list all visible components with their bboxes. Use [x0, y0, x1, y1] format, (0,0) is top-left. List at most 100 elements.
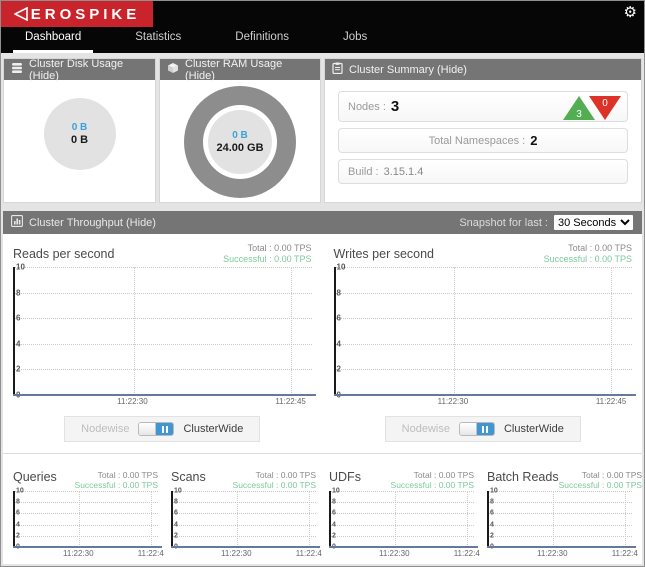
summary-panel-body: Nodes : 3 3 0 Total Namespaces : 2 Build…	[325, 80, 641, 202]
x-axis-labels: 11:22:30 11:22:4	[487, 547, 638, 559]
settings-gear-icon[interactable]: ⚙	[623, 4, 637, 21]
v-gridline	[79, 491, 81, 547]
v-gridline	[611, 267, 613, 395]
clusterwide-label[interactable]: ClusterWide	[503, 423, 564, 435]
x-tick-label: 11:22:4	[295, 549, 322, 558]
x-axis-labels: 11:22:30 11:22:45	[334, 395, 633, 407]
total-tps: Total : 0.00 TPS	[97, 470, 158, 480]
v-gridline	[395, 491, 397, 547]
ram-usage-donut: 0 B 24.00 GB	[184, 86, 296, 198]
y-tick-label: 8	[490, 498, 494, 506]
h-gridline	[335, 343, 632, 345]
ram-panel-title[interactable]: Cluster RAM Usage (Hide)	[185, 57, 283, 82]
x-axis-labels: 11:22:30 11:22:4	[171, 547, 322, 559]
clipboard-icon	[332, 62, 343, 77]
ram-panel-body: 0 B 24.00 GB	[160, 80, 320, 202]
snapshot-select[interactable]: 30 Seconds	[553, 214, 634, 231]
h-gridline	[15, 524, 158, 526]
chart-title: UDFs	[329, 470, 361, 484]
h-gridline	[489, 524, 632, 526]
chart-stats: Total : 0.00 TPS Successful : 0.00 TPS	[391, 470, 474, 490]
h-gridline	[489, 491, 632, 492]
y-tick-label: 2	[490, 532, 494, 540]
y-tick-label: 2	[174, 532, 178, 540]
nodes-up-triangle-icon: 3	[563, 96, 595, 120]
nodewise-clusterwide-toggle[interactable]	[138, 422, 175, 436]
chart-stats: Total : 0.00 TPS Successful : 0.00 TPS	[559, 470, 642, 490]
y-tick-label: 10	[490, 487, 498, 495]
svg-text:0: 0	[602, 98, 608, 109]
chart-title: Reads per second	[13, 247, 115, 261]
batch-reads-chart: Batch Reads Total : 0.00 TPS Successful …	[487, 460, 642, 559]
y-tick-label: 2	[16, 364, 21, 374]
summary-panel-title[interactable]: Cluster Summary (Hide)	[349, 63, 467, 76]
nodewise-clusterwide-toggle[interactable]	[458, 422, 495, 436]
x-tick-label: 11:22:45	[275, 397, 306, 406]
y-tick-label: 4	[16, 339, 21, 349]
cluster-summary-panel: Cluster Summary (Hide) Nodes : 3 3 0 Tot…	[324, 58, 642, 203]
h-gridline	[15, 535, 158, 537]
h-gridline	[331, 524, 474, 526]
x-tick-label: 11:22:30	[437, 397, 469, 406]
h-gridline	[489, 513, 632, 515]
y-tick-label: 10	[336, 262, 346, 272]
h-gridline	[173, 491, 316, 492]
cluster-ram-usage-panel: Cluster RAM Usage (Hide) 0 B 24.00 GB	[159, 58, 321, 203]
clusterwide-label[interactable]: ClusterWide	[183, 423, 244, 435]
h-gridline	[173, 502, 316, 504]
udfs-chart: UDFs Total : 0.00 TPS Successful : 0.00 …	[329, 460, 480, 559]
plot-area: 1086420	[171, 488, 320, 551]
y-tick-label: 4	[336, 339, 341, 349]
y-tick-label: 6	[16, 313, 21, 323]
tab-jobs[interactable]: Jobs	[342, 31, 368, 43]
tab-definitions[interactable]: Definitions	[235, 31, 289, 43]
view-toggle-box: Nodewise ClusterWide	[64, 416, 261, 442]
y-tick-label: 6	[16, 509, 20, 517]
successful-tps: Successful : 0.00 TPS	[74, 480, 158, 490]
h-gridline	[489, 502, 632, 504]
throughput-zero-line	[487, 546, 636, 548]
v-gridline	[150, 491, 152, 547]
y-tick-label: 6	[336, 313, 341, 323]
ram-total-value: 24.00 GB	[216, 142, 264, 154]
h-gridline	[173, 524, 316, 526]
writes-per-second-chart: Writes per second Total : 0.00 TPS Succe…	[333, 239, 636, 442]
tab-statistics[interactable]: Statistics	[135, 31, 182, 43]
y-tick-label: 8	[336, 288, 341, 298]
namespaces-row: Total Namespaces : 2	[338, 128, 628, 153]
plot-area: 1086420	[329, 488, 478, 551]
nodewise-label[interactable]: Nodewise	[81, 423, 130, 435]
total-tps: Total : 0.00 TPS	[255, 470, 316, 480]
successful-tps: Successful : 0.00 TPS	[390, 480, 474, 490]
nodewise-label[interactable]: Nodewise	[401, 423, 450, 435]
h-gridline	[335, 318, 632, 320]
throughput-zero-line	[171, 546, 320, 548]
namespaces-label: Total Namespaces :	[428, 134, 526, 147]
h-gridline	[331, 535, 474, 537]
v-gridline	[237, 491, 239, 547]
chart-stats: Total : 0.00 TPS Successful : 0.00 TPS	[223, 243, 311, 265]
aerospike-triangle-icon	[13, 7, 28, 21]
successful-tps: Successful : 0.00 TPS	[232, 480, 316, 490]
disk-panel-title[interactable]: Cluster Disk Usage (Hide)	[29, 57, 124, 82]
logo-text: EROSPIKE	[30, 5, 141, 23]
throughput-zero-line	[329, 546, 478, 548]
big-charts-row: Reads per second Total : 0.00 TPS Succes…	[3, 234, 642, 442]
h-gridline	[15, 318, 312, 320]
x-tick-label: 11:22:4	[453, 549, 480, 558]
h-gridline	[335, 369, 632, 371]
y-tick-label: 10	[16, 487, 24, 495]
bar-chart-icon	[11, 215, 23, 230]
total-tps: Total : 0.00 TPS	[247, 243, 312, 253]
disk-usage-pie: 0 B 0 B	[43, 98, 116, 170]
disk-panel-header: Cluster Disk Usage (Hide)	[4, 57, 155, 82]
tab-dashboard[interactable]: Dashboard	[13, 23, 94, 53]
throughput-title[interactable]: Cluster Throughput (Hide)	[29, 216, 156, 229]
h-gridline	[15, 369, 312, 371]
y-tick-label: 8	[174, 498, 178, 506]
svg-text:3: 3	[576, 109, 582, 120]
x-tick-label: 11:22:4	[611, 549, 638, 558]
h-gridline	[15, 343, 312, 345]
section-divider	[3, 453, 642, 454]
